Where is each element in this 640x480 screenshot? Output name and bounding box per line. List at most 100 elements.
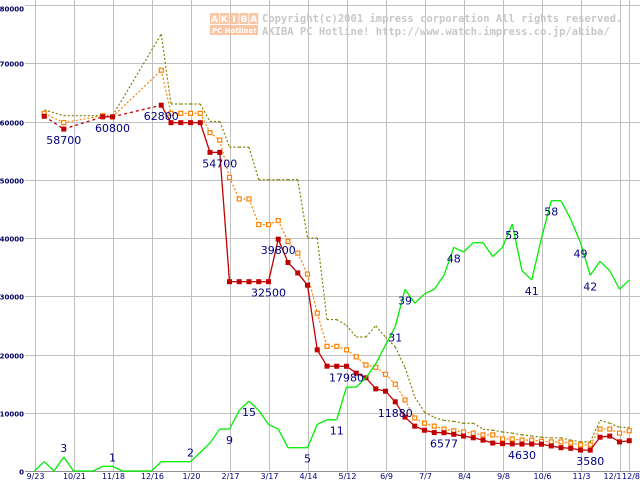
- y-tick-label: 20000: [0, 353, 24, 361]
- data-point-marker: [597, 434, 603, 440]
- logo-letter: B: [240, 15, 247, 25]
- data-point-marker: [392, 381, 398, 387]
- logo-letter: I: [232, 15, 235, 25]
- series-segment: [228, 410, 240, 430]
- logo-sub-block: [210, 25, 258, 35]
- data-point-marker: [392, 399, 398, 405]
- data-point-marker: [441, 430, 447, 436]
- data-point-marker: [431, 430, 437, 436]
- series-segment: [316, 237, 328, 320]
- y-tick-label: 40000: [0, 236, 24, 244]
- data-point-marker: [246, 196, 252, 202]
- data-label: 41: [525, 285, 539, 298]
- series-segment: [619, 279, 630, 290]
- data-point-marker: [412, 423, 418, 429]
- data-point-marker: [499, 436, 506, 442]
- data-point-marker: [616, 430, 623, 436]
- series-segment: [316, 349, 328, 367]
- data-point-marker: [383, 388, 388, 394]
- grid: [25, 0, 640, 472]
- data-label: 3: [60, 442, 67, 455]
- data-point-marker: [451, 431, 457, 437]
- series-segment: [414, 396, 426, 413]
- x-tick-label: 11/18: [102, 472, 125, 480]
- series-segment: [355, 377, 367, 388]
- series-segment: [306, 424, 318, 448]
- series-segment: [453, 246, 464, 253]
- data-label: 11: [330, 425, 344, 438]
- series-shop-count: [34, 200, 630, 472]
- series-segment: [248, 400, 260, 411]
- series-segment: [599, 419, 610, 424]
- logo-subtitle: PC Hotline!: [212, 27, 256, 35]
- data-point-marker: [158, 102, 164, 108]
- data-label: 60800: [95, 122, 130, 135]
- series-segment: [492, 246, 503, 258]
- y-tick-label: 30000: [0, 294, 24, 302]
- series-segment: [365, 363, 377, 379]
- series-segment: [160, 70, 172, 114]
- series-segment: [53, 456, 65, 472]
- logo-letter: A: [250, 15, 257, 25]
- series-min-price: [41, 102, 632, 453]
- series-segment: [443, 247, 455, 276]
- data-point-marker: [402, 414, 408, 420]
- data-label: 5: [304, 453, 311, 466]
- series-segment: [540, 200, 552, 239]
- x-tick-label: 12/1: [604, 472, 622, 480]
- series-segment: [336, 386, 348, 420]
- series-segment: [589, 260, 601, 276]
- data-label: 54700: [202, 157, 237, 170]
- data-point-marker: [382, 371, 389, 377]
- logo-letter: K: [221, 15, 229, 25]
- data-point-marker: [490, 432, 496, 438]
- data-point-marker: [558, 445, 564, 451]
- series-segment: [63, 115, 103, 124]
- series-segment: [112, 104, 162, 118]
- data-point-marker: [548, 443, 554, 449]
- data-point-marker: [587, 447, 593, 453]
- series-segment: [346, 324, 357, 338]
- series-segment: [609, 422, 620, 428]
- data-point-marker: [577, 442, 584, 448]
- data-point-marker: [217, 149, 223, 155]
- series-segment: [306, 273, 318, 314]
- data-label: 42: [583, 280, 597, 293]
- logo-letter-block: [219, 13, 229, 24]
- x-tick-label: 12/8: [622, 472, 640, 480]
- data-point-marker: [343, 347, 350, 353]
- data-point-marker: [509, 436, 515, 442]
- data-label: 49: [574, 248, 588, 261]
- series-segment: [199, 113, 211, 133]
- series-segment: [541, 436, 552, 439]
- series-segment: [570, 439, 581, 443]
- series-segment: [511, 223, 523, 271]
- x-tick-label: 3/17: [261, 472, 279, 480]
- data-point-marker: [626, 438, 632, 444]
- data-label: 58700: [46, 134, 81, 147]
- series-segment: [394, 401, 406, 418]
- data-point-marker: [334, 343, 340, 349]
- series-segment: [190, 451, 201, 463]
- data-point-marker: [256, 222, 262, 228]
- y-tick-label: 60000: [0, 120, 24, 128]
- data-point-marker: [265, 222, 272, 228]
- data-label: 11880: [378, 407, 413, 420]
- data-point-marker: [344, 363, 349, 369]
- data-label: 15: [242, 406, 256, 419]
- series-segment: [112, 465, 123, 472]
- data-label: 2: [187, 447, 194, 460]
- data-point-marker: [568, 445, 574, 451]
- data-point-marker: [207, 149, 213, 155]
- logo-letter-block: [249, 13, 259, 24]
- data-point-marker: [236, 196, 242, 202]
- series-segment: [609, 270, 621, 290]
- data-point-marker: [461, 433, 466, 439]
- x-tick-label: 6/9: [380, 472, 393, 480]
- data-point-marker: [402, 397, 408, 403]
- series-segment: [579, 242, 591, 276]
- data-point-marker: [314, 310, 320, 316]
- axis-labels: 80000 70000 60000 50000 40000 30000 20000 10000…: [0, 6, 640, 480]
- series-segment: [394, 383, 406, 401]
- data-point-marker: [285, 238, 291, 245]
